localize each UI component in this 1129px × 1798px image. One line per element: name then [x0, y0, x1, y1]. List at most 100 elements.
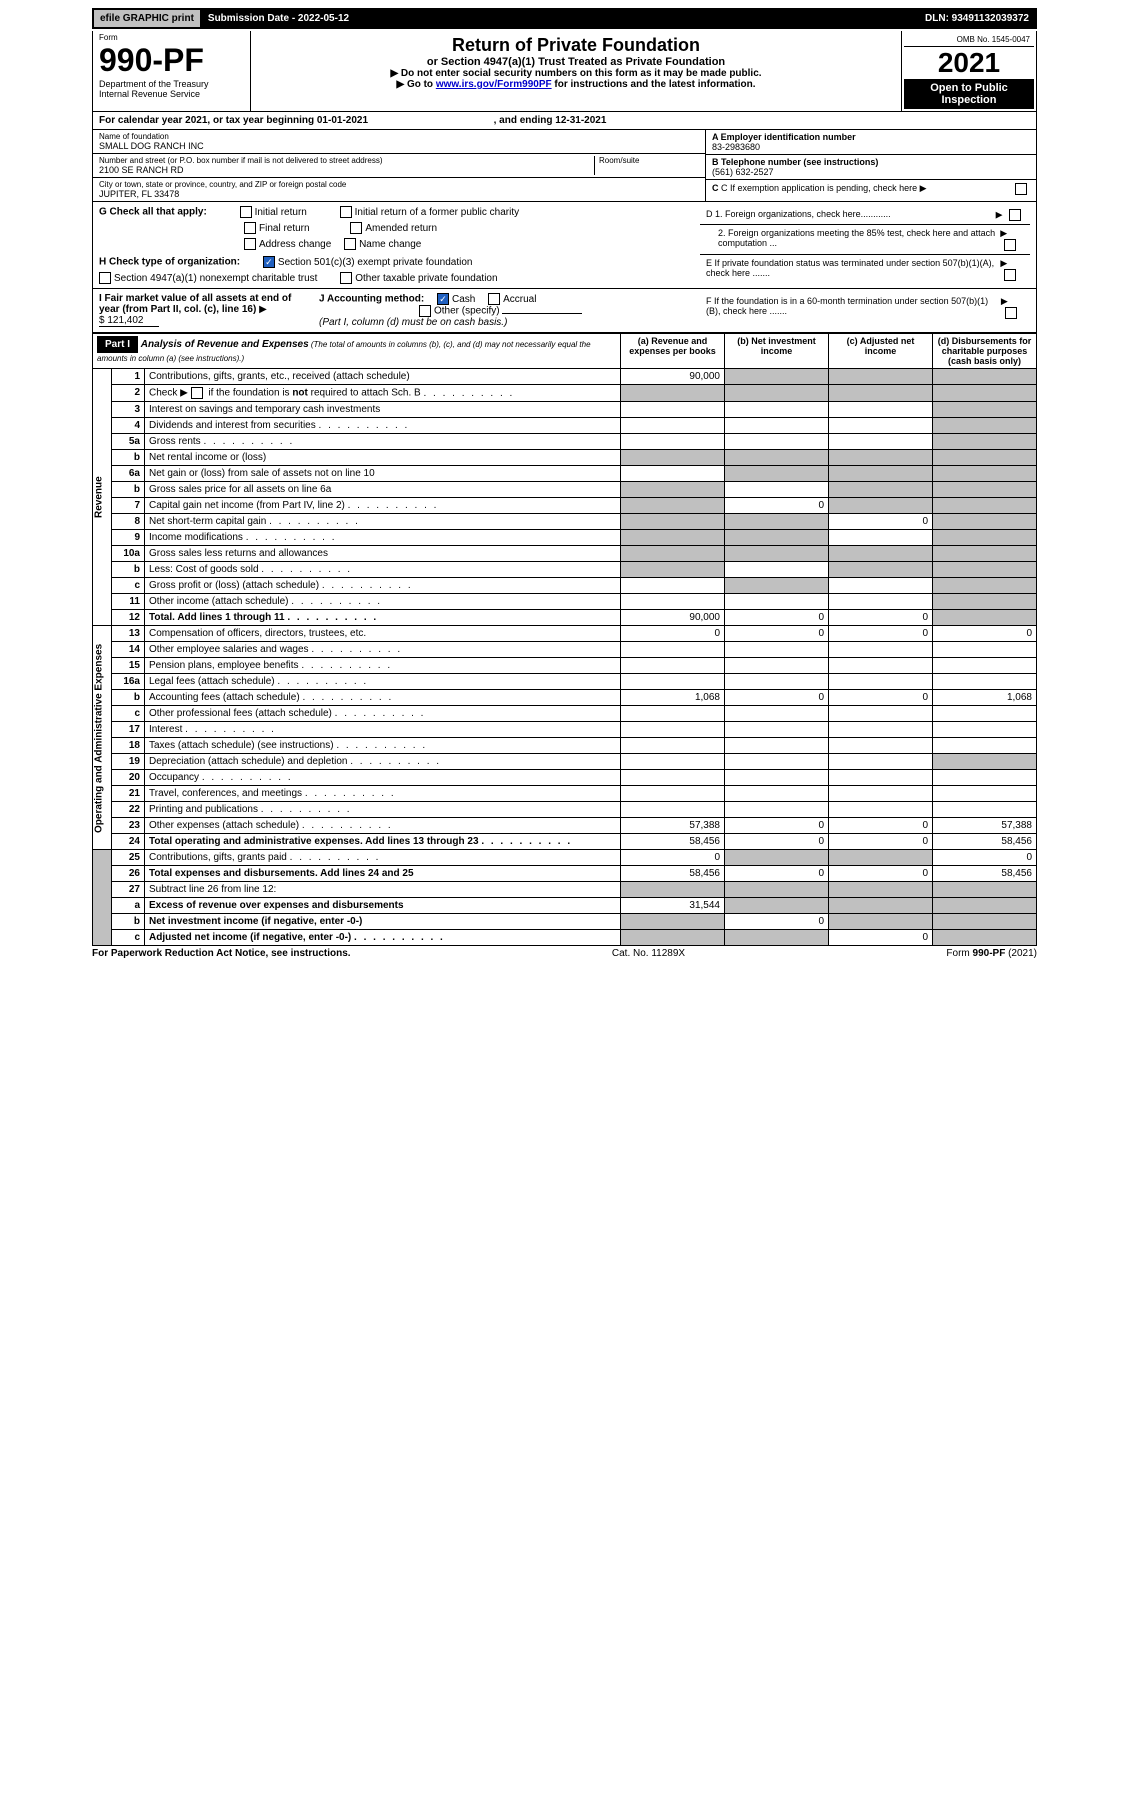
form-title: Return of Private Foundation: [255, 35, 897, 56]
table-row: 9Income modifications: [93, 530, 1037, 546]
table-row: cGross profit or (loss) (attach schedule…: [93, 578, 1037, 594]
h-label: H Check type of organization:: [99, 257, 240, 268]
other-method-checkbox[interactable]: [419, 305, 431, 317]
exemption-checkbox[interactable]: [1015, 183, 1027, 195]
table-row: 27Subtract line 26 from line 12:: [93, 882, 1037, 898]
instr-ssn: ▶ Do not enter social security numbers o…: [255, 68, 897, 79]
city-value: JUPITER, FL 33478: [99, 189, 699, 199]
cat-number: Cat. No. 11289X: [612, 948, 685, 959]
d2-checkbox[interactable]: [1004, 239, 1016, 251]
table-row: 18Taxes (attach schedule) (see instructi…: [93, 738, 1037, 754]
instr-goto: ▶ Go to www.irs.gov/Form990PF for instru…: [255, 79, 897, 90]
table-row: bNet investment income (if negative, ent…: [93, 914, 1037, 930]
table-row: Revenue 1Contributions, gifts, grants, e…: [93, 369, 1037, 385]
e-checkbox[interactable]: [1004, 269, 1016, 281]
final-return-checkbox[interactable]: [244, 222, 256, 234]
table-row: bLess: Cost of goods sold: [93, 562, 1037, 578]
form-subtitle: or Section 4947(a)(1) Trust Treated as P…: [255, 56, 897, 68]
foundation-name-label: Name of foundation: [99, 132, 699, 141]
col-a-header: (a) Revenue and expenses per books: [621, 334, 725, 369]
table-row: 11Other income (attach schedule): [93, 594, 1037, 610]
table-row: 3Interest on savings and temporary cash …: [93, 402, 1037, 418]
table-row: 5aGross rents: [93, 434, 1037, 450]
part1-label: Part I: [97, 336, 138, 353]
f-label: F If the foundation is in a 60-month ter…: [706, 296, 1001, 316]
revenue-vertical: Revenue: [93, 369, 112, 626]
paperwork-notice: For Paperwork Reduction Act Notice, see …: [92, 948, 351, 959]
exemption-pending-label: C C If exemption application is pending,…: [712, 183, 927, 194]
cash-checkbox[interactable]: [437, 293, 449, 305]
schb-checkbox[interactable]: [191, 387, 203, 399]
table-row: 4Dividends and interest from securities: [93, 418, 1037, 434]
initial-return-checkbox[interactable]: [240, 206, 252, 218]
ein-value: 83-2983680: [712, 142, 1030, 152]
name-change-checkbox[interactable]: [344, 238, 356, 250]
table-row: 10aGross sales less returns and allowanc…: [93, 546, 1037, 562]
submission-date: Submission Date - 2022-05-12: [202, 10, 919, 27]
table-row: 23Other expenses (attach schedule) 57,38…: [93, 818, 1037, 834]
page-footer: For Paperwork Reduction Act Notice, see …: [92, 946, 1037, 959]
f-checkbox[interactable]: [1005, 307, 1017, 319]
other-taxable-checkbox[interactable]: [340, 272, 352, 284]
4947-checkbox[interactable]: [99, 272, 111, 284]
form-url-link[interactable]: www.irs.gov/Form990PF: [436, 79, 552, 90]
table-row: 15Pension plans, employee benefits: [93, 658, 1037, 674]
table-row: 12Total. Add lines 1 through 11 90,00000: [93, 610, 1037, 626]
d1-label: D 1. Foreign organizations, check here..…: [706, 209, 891, 219]
table-row: 19Depreciation (attach schedule) and dep…: [93, 754, 1037, 770]
table-row: bGross sales price for all assets on lin…: [93, 482, 1037, 498]
table-row: Operating and Administrative Expenses 13…: [93, 626, 1037, 642]
table-row: 14Other employee salaries and wages: [93, 642, 1037, 658]
table-row: 25Contributions, gifts, grants paid 00: [93, 850, 1037, 866]
col-c-header: (c) Adjusted net income: [829, 334, 933, 369]
section-g-h: G Check all that apply: Initial return I…: [92, 202, 1037, 289]
table-row: 22Printing and publications: [93, 802, 1037, 818]
dept-treasury: Department of the Treasury: [99, 79, 244, 89]
opexp-vertical: Operating and Administrative Expenses: [93, 626, 112, 850]
ein-label: A Employer identification number: [712, 132, 1030, 142]
section-i-j-f: I Fair market value of all assets at end…: [92, 289, 1037, 333]
form-number: 990-PF: [99, 42, 244, 79]
table-row: bNet rental income or (loss): [93, 450, 1037, 466]
amended-return-checkbox[interactable]: [350, 222, 362, 234]
address-change-checkbox[interactable]: [244, 238, 256, 250]
irs-label: Internal Revenue Service: [99, 89, 244, 99]
omb-number: OMB No. 1545-0047: [904, 33, 1034, 47]
info-grid: Name of foundation SMALL DOG RANCH INC N…: [92, 130, 1037, 202]
d1-checkbox[interactable]: [1009, 209, 1021, 221]
table-row: 7Capital gain net income (from Part IV, …: [93, 498, 1037, 514]
table-row: 24Total operating and administrative exp…: [93, 834, 1037, 850]
address-value: 2100 SE RANCH RD: [99, 165, 594, 175]
open-to-public: Open to Public Inspection: [904, 79, 1034, 109]
j-label: J Accounting method:: [319, 294, 424, 305]
table-row: bAccounting fees (attach schedule) 1,068…: [93, 690, 1037, 706]
top-bar: efile GRAPHIC print Submission Date - 20…: [92, 8, 1037, 29]
calendar-year-row: For calendar year 2021, or tax year begi…: [92, 112, 1037, 130]
form-header: Form 990-PF Department of the Treasury I…: [92, 31, 1037, 112]
501c3-checkbox[interactable]: [263, 256, 275, 268]
i-value: $ 121,402: [99, 315, 159, 327]
phone-value: (561) 632-2527: [712, 167, 1030, 177]
col-b-header: (b) Net investment income: [725, 334, 829, 369]
part1-title: Analysis of Revenue and Expenses: [141, 339, 309, 350]
table-row: 21Travel, conferences, and meetings: [93, 786, 1037, 802]
col-d-header: (d) Disbursements for charitable purpose…: [933, 334, 1037, 369]
g-label: G Check all that apply:: [99, 207, 207, 218]
table-row: 2Check ▶ if the foundation is not requir…: [93, 385, 1037, 402]
city-label: City or town, state or province, country…: [99, 180, 699, 189]
initial-former-checkbox[interactable]: [340, 206, 352, 218]
table-row: 16aLegal fees (attach schedule): [93, 674, 1037, 690]
table-row: 8Net short-term capital gain 0: [93, 514, 1037, 530]
accrual-checkbox[interactable]: [488, 293, 500, 305]
phone-label: B Telephone number (see instructions): [712, 157, 1030, 167]
dln: DLN: 93491132039372: [919, 10, 1035, 27]
room-label: Room/suite: [599, 156, 699, 165]
table-row: aExcess of revenue over expenses and dis…: [93, 898, 1037, 914]
foundation-name: SMALL DOG RANCH INC: [99, 141, 699, 151]
address-label: Number and street (or P.O. box number if…: [99, 156, 594, 165]
table-row: cAdjusted net income (if negative, enter…: [93, 930, 1037, 946]
efile-label[interactable]: efile GRAPHIC print: [94, 10, 202, 27]
table-row: 20Occupancy: [93, 770, 1037, 786]
part1-table: Part I Analysis of Revenue and Expenses …: [92, 333, 1037, 946]
table-row: 17Interest: [93, 722, 1037, 738]
